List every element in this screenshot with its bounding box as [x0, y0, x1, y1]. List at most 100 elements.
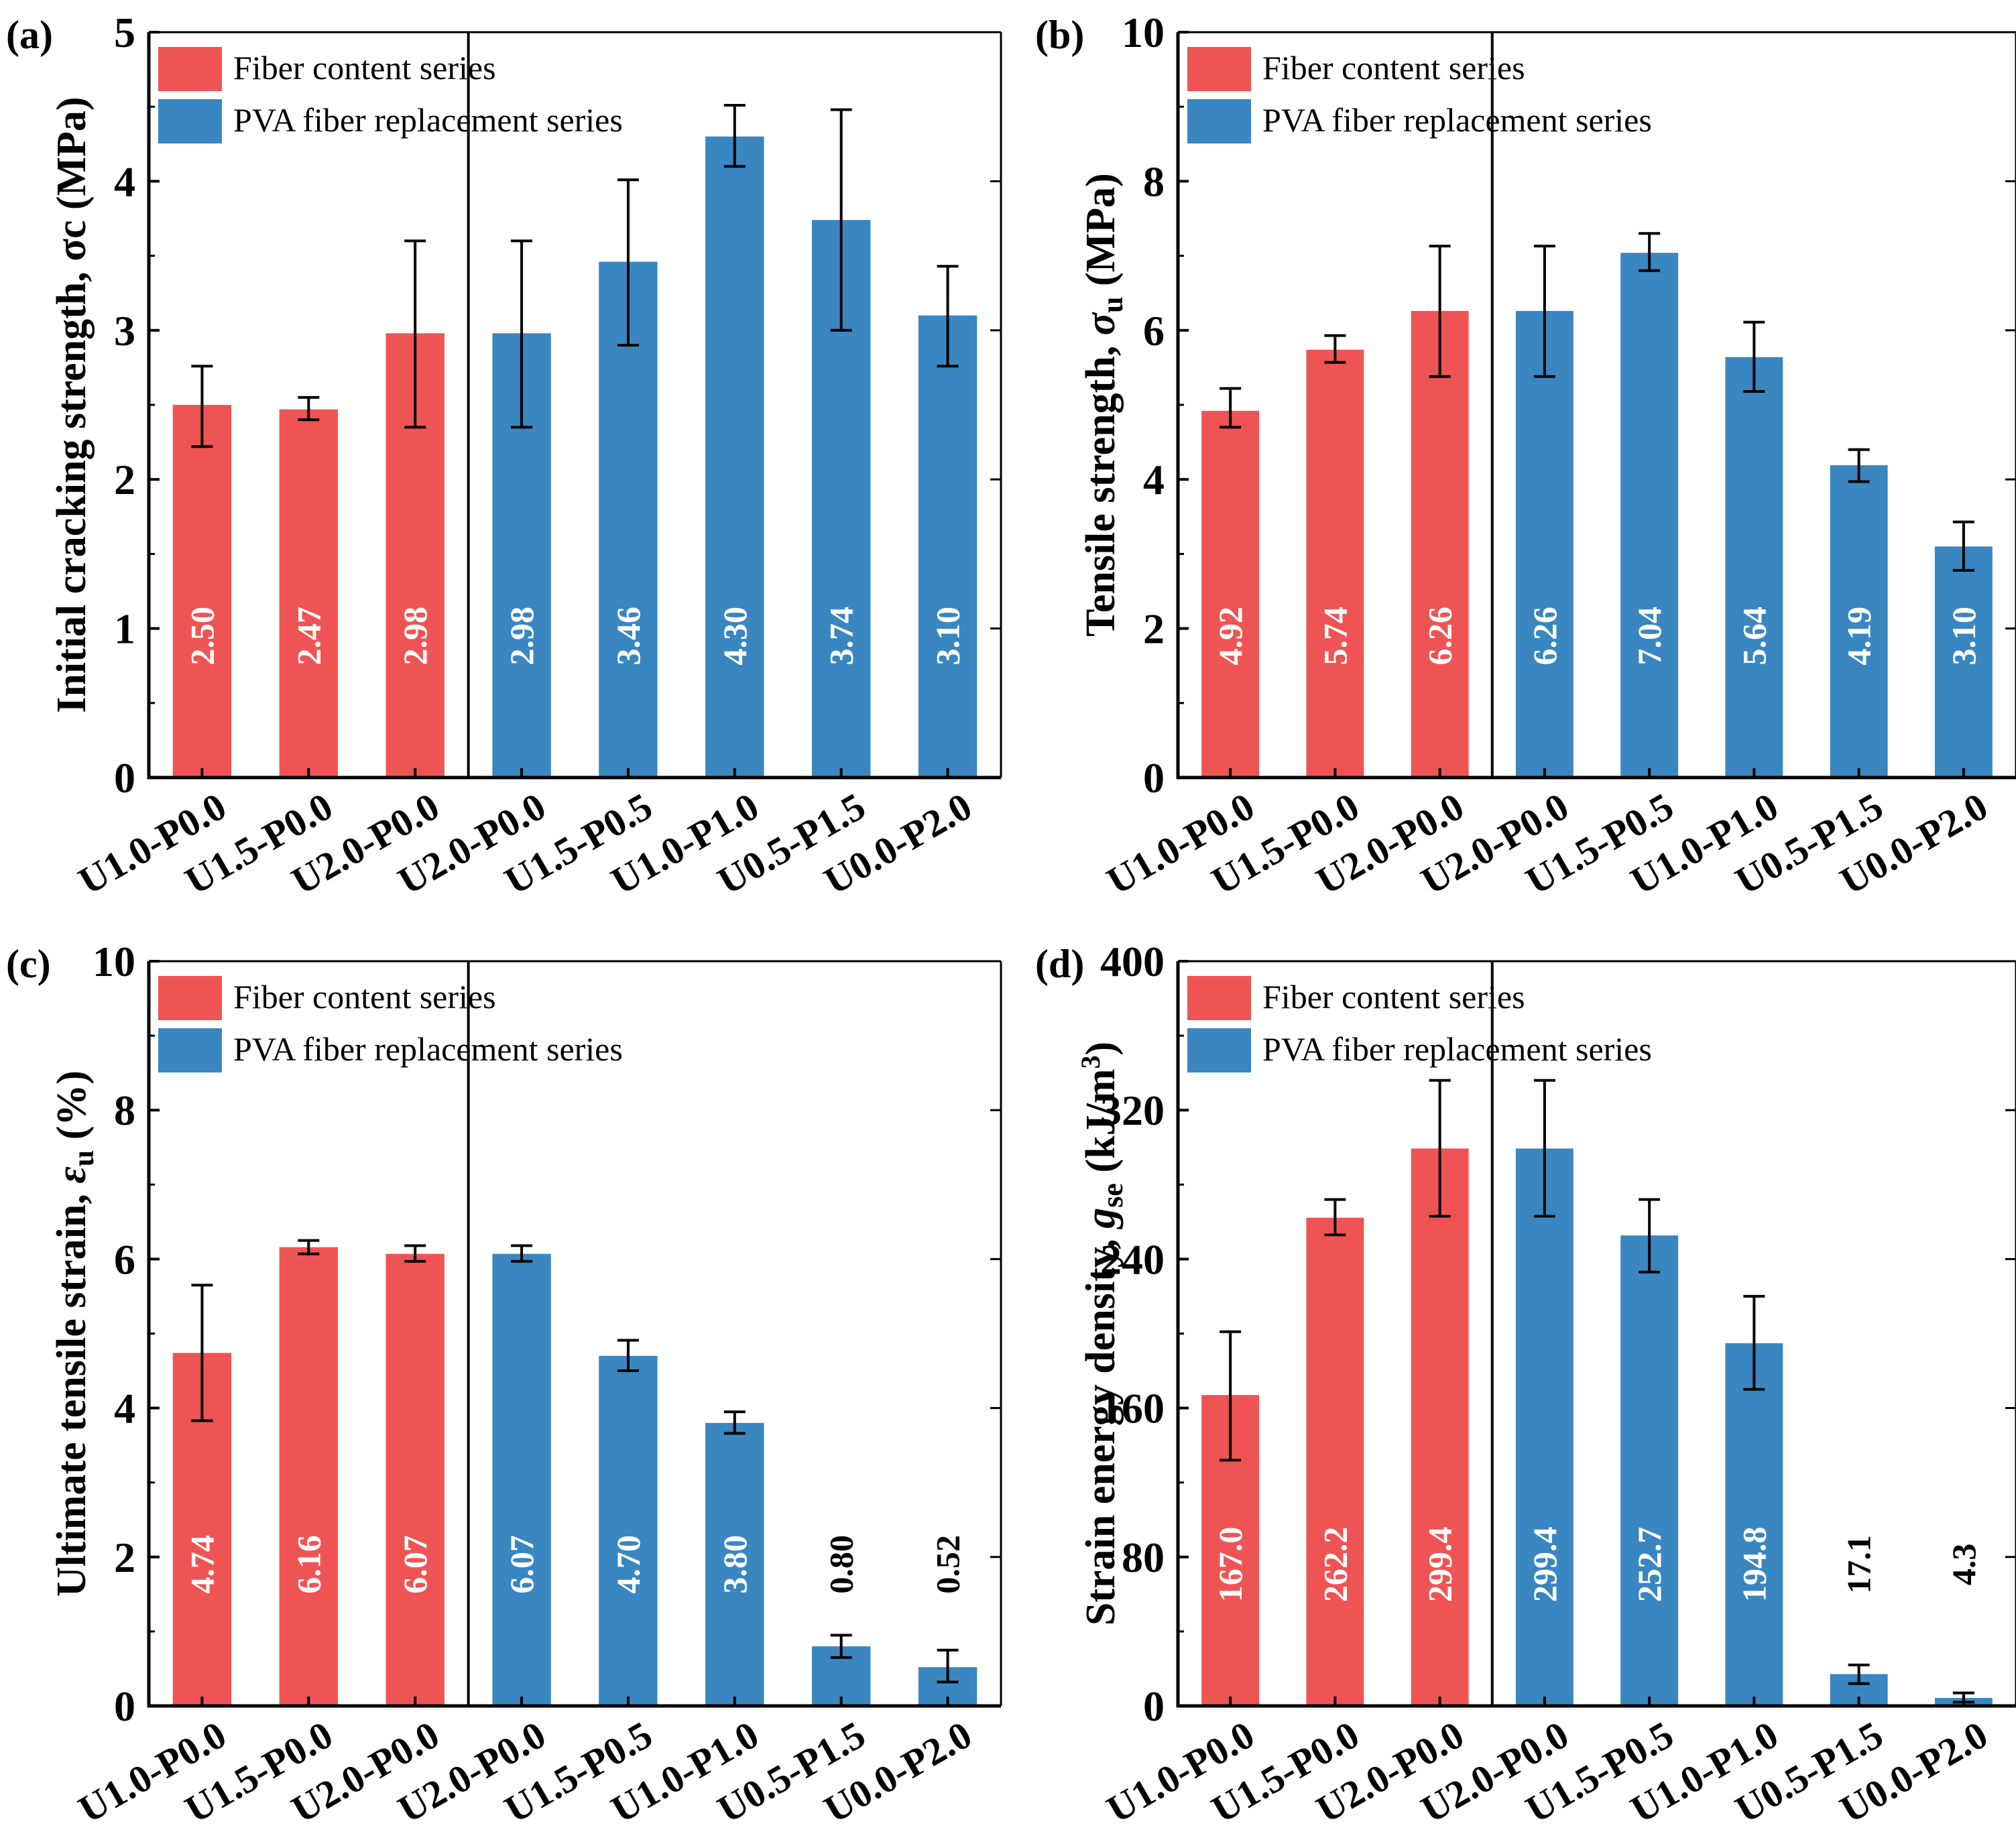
y-axis-title: Ultimate tensile strain, εu (%): [49, 1070, 100, 1597]
legend-swatch-pva: [1187, 99, 1251, 143]
data-label: 6.26: [1421, 607, 1459, 666]
legend-swatch-fiber: [158, 47, 222, 91]
y-axis-title: Initial cracking strength, σc (MPa): [49, 97, 95, 713]
y-tick-label: 160: [1100, 1385, 1165, 1432]
data-label: 252.7: [1630, 1527, 1668, 1603]
data-label: 4.74: [183, 1535, 221, 1594]
data-label: 7.04: [1630, 607, 1668, 666]
y-tick-label: 4: [114, 158, 135, 205]
bar-fiber: [279, 1247, 338, 1706]
y-tick-label: 3: [114, 307, 135, 355]
y-tick-label: 0: [1143, 754, 1165, 802]
data-label: 4.92: [1211, 607, 1249, 666]
panel-d: 167.0 262.2 299.4 299.4 252.7 194.8 17.1 4.3 0 80…: [1035, 938, 2016, 1831]
data-label: 299.4: [1526, 1527, 1563, 1603]
bar-fiber: [172, 405, 232, 778]
data-label: 167.0: [1211, 1527, 1249, 1603]
y-tick-label: 240: [1100, 1235, 1165, 1283]
data-label: 3.74: [823, 607, 860, 666]
legend-label-pva: PVA fiber replacement series: [233, 1030, 623, 1068]
y-tick-label: 80: [1122, 1534, 1165, 1581]
panel-a: 2.50 2.47 2.98 2.98 3.46 4.30 3.74 3.10012345U1…: [6, 9, 1002, 903]
y-tick-label: 2: [114, 1534, 135, 1581]
y-axis-title: Strain energy density, gse (kJ/m3): [1075, 1042, 1129, 1625]
panel-c: 4.74 6.16 6.07 6.07 4.70 3.80 0.80 0.52 0 2 4 6 8 10 U…: [6, 938, 1002, 1831]
bar-pva: [1725, 357, 1783, 778]
data-label: 2.47: [290, 607, 327, 666]
legend-label-pva: PVA fiber replacement series: [1262, 1030, 1652, 1068]
y-tick-label: 0: [1143, 1682, 1165, 1730]
panel-label: (d): [1035, 942, 1084, 986]
data-label: 2.98: [396, 607, 434, 666]
data-label: 6.26: [1526, 607, 1563, 666]
data-label: 2.98: [503, 607, 540, 666]
y-tick-label: 1: [114, 605, 135, 653]
data-label: 262.2: [1316, 1527, 1354, 1603]
y-tick-label: 4: [1143, 456, 1165, 503]
legend-swatch-pva: [1187, 1028, 1251, 1072]
bar-fiber: [1411, 310, 1469, 778]
legend-label-pva: PVA fiber replacement series: [1262, 101, 1652, 139]
bar-fiber: [279, 409, 338, 778]
legend-label-fiber: Fiber content series: [233, 49, 496, 86]
y-tick-label: 320: [1100, 1087, 1165, 1134]
y-tick-label: 5: [114, 9, 135, 56]
y-tick-label: 8: [114, 1087, 135, 1134]
bar-pva: [705, 1422, 764, 1706]
panel-label: (a): [6, 13, 53, 57]
data-label: 4.70: [609, 1535, 647, 1594]
legend-swatch-pva: [158, 99, 222, 143]
bar-fiber: [1306, 349, 1364, 778]
bar-pva: [1620, 1235, 1679, 1706]
y-tick-label: 6: [114, 1235, 135, 1283]
legend-swatch-pva: [158, 1028, 222, 1072]
data-label: 4.30: [716, 607, 754, 666]
legend-label-fiber: Fiber content series: [1262, 49, 1525, 86]
data-label: 5.64: [1735, 607, 1773, 666]
y-tick-label: 6: [1143, 307, 1165, 355]
panel-b: 4.92 5.74 6.26 6.26 7.04 5.64 4.19 3.100246810U…: [1035, 9, 2016, 903]
data-label: 6.07: [503, 1535, 540, 1594]
bar-pva: [918, 315, 977, 778]
data-label: 4.19: [1840, 607, 1878, 666]
bar-pva: [1830, 465, 1888, 778]
panel-label: (c): [6, 942, 51, 986]
legend-swatch-fiber: [1187, 47, 1251, 91]
bar-pva: [1934, 546, 1993, 778]
bar-fiber: [386, 1253, 444, 1706]
y-tick-label: 2: [1143, 605, 1165, 653]
y-tick-label: 2: [114, 456, 135, 503]
data-label: 0.52: [929, 1535, 967, 1594]
y-tick-label: 4: [114, 1385, 135, 1432]
bar-pva: [599, 1355, 658, 1706]
bar-fiber: [1306, 1217, 1364, 1706]
data-label: 3.80: [716, 1535, 754, 1594]
legend: Fiber content series PVA fiber replacemen…: [158, 47, 623, 143]
legend: Fiber content series PVA fiber replacemen…: [1187, 976, 1652, 1072]
legend: Fiber content series PVA fiber replacemen…: [1187, 47, 1652, 143]
bar-pva: [1515, 310, 1574, 778]
y-tick-label: 0: [114, 1682, 135, 1730]
bar-pva: [492, 1253, 551, 1706]
y-axis-title: Tensile strength, σu (MPa): [1078, 173, 1129, 637]
data-label: 5.74: [1316, 607, 1354, 666]
data-label: 2.50: [183, 607, 221, 666]
y-tick-label: 10: [93, 938, 135, 985]
data-label: 3.10: [1945, 607, 1982, 666]
data-label: 3.10: [929, 607, 967, 666]
bar-pva: [1515, 1148, 1574, 1706]
y-tick-label: 400: [1100, 938, 1165, 985]
data-label: 194.8: [1735, 1527, 1773, 1603]
legend-label-pva: PVA fiber replacement series: [233, 101, 623, 139]
legend-swatch-fiber: [158, 976, 222, 1020]
data-label: 3.46: [609, 607, 647, 666]
data-label: 0.80: [823, 1535, 860, 1594]
y-tick-label: 8: [1143, 158, 1165, 205]
bar-pva: [1620, 253, 1679, 778]
legend-label-fiber: Fiber content series: [1262, 978, 1525, 1016]
y-tick-label: 0: [114, 754, 135, 802]
bar-pva: [1725, 1343, 1783, 1706]
data-label: 299.4: [1421, 1527, 1459, 1603]
bar-fiber: [1201, 410, 1260, 778]
